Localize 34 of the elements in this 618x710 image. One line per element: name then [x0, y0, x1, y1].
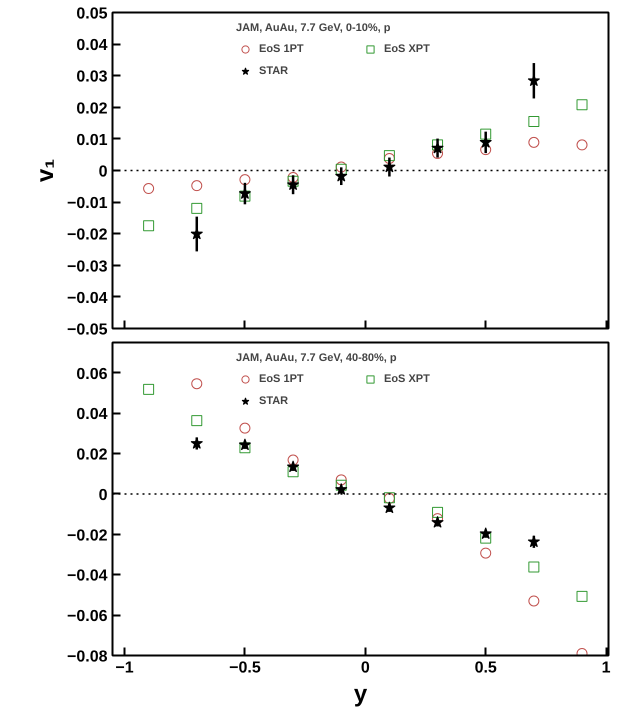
y-tick-label: 0 — [98, 486, 108, 504]
y-tick-label: −0.01 — [67, 195, 108, 212]
y-tick-label: −0.08 — [67, 648, 108, 666]
legend-label: EoS 1PT — [259, 373, 305, 385]
x-tick-label: 0.5 — [474, 660, 497, 676]
y-tick-label: −0.04 — [67, 568, 108, 585]
y-tick-label: 0.06 — [76, 366, 108, 383]
y-tick-label: −0.06 — [67, 608, 108, 626]
y-tick-label: −0.02 — [67, 527, 108, 544]
legend-title: JAM, AuAu, 7.7 GeV, 40-80%, p — [236, 352, 398, 364]
y-tick-label: 0.02 — [76, 100, 108, 118]
legend-title: JAM, AuAu, 7.7 GeV, 0-10%, p — [236, 22, 392, 34]
y-tick-label: 0.04 — [76, 406, 108, 424]
x-tick-label: 0 — [360, 660, 370, 676]
x-tick-label: −1 — [115, 660, 134, 676]
legend-label: EoS XPT — [384, 43, 431, 55]
legend-label: EoS XPT — [384, 373, 431, 385]
y-axis-title: v₁ — [32, 158, 60, 182]
y-tick-label: 0.02 — [76, 446, 108, 464]
y-tick-label: −0.05 — [67, 322, 108, 338]
legend-label: STAR — [259, 395, 290, 407]
x-tick-label: 1 — [602, 660, 611, 676]
legend-label: EoS 1PT — [259, 43, 305, 55]
y-tick-label: 0 — [98, 164, 108, 180]
x-axis-title: y — [354, 680, 368, 708]
y-tick-label: 0.03 — [76, 68, 108, 86]
y-tick-label: 0.04 — [76, 37, 108, 54]
y-tick-label: −0.03 — [67, 258, 108, 276]
y-tick-label: 0.01 — [76, 132, 108, 149]
y-tick-label: −0.04 — [67, 290, 108, 307]
y-tick-label: −0.02 — [67, 226, 108, 244]
x-tick-label: −0.5 — [229, 660, 261, 676]
legend-label: STAR — [259, 65, 290, 77]
y-tick-label: 0.05 — [76, 6, 108, 22]
